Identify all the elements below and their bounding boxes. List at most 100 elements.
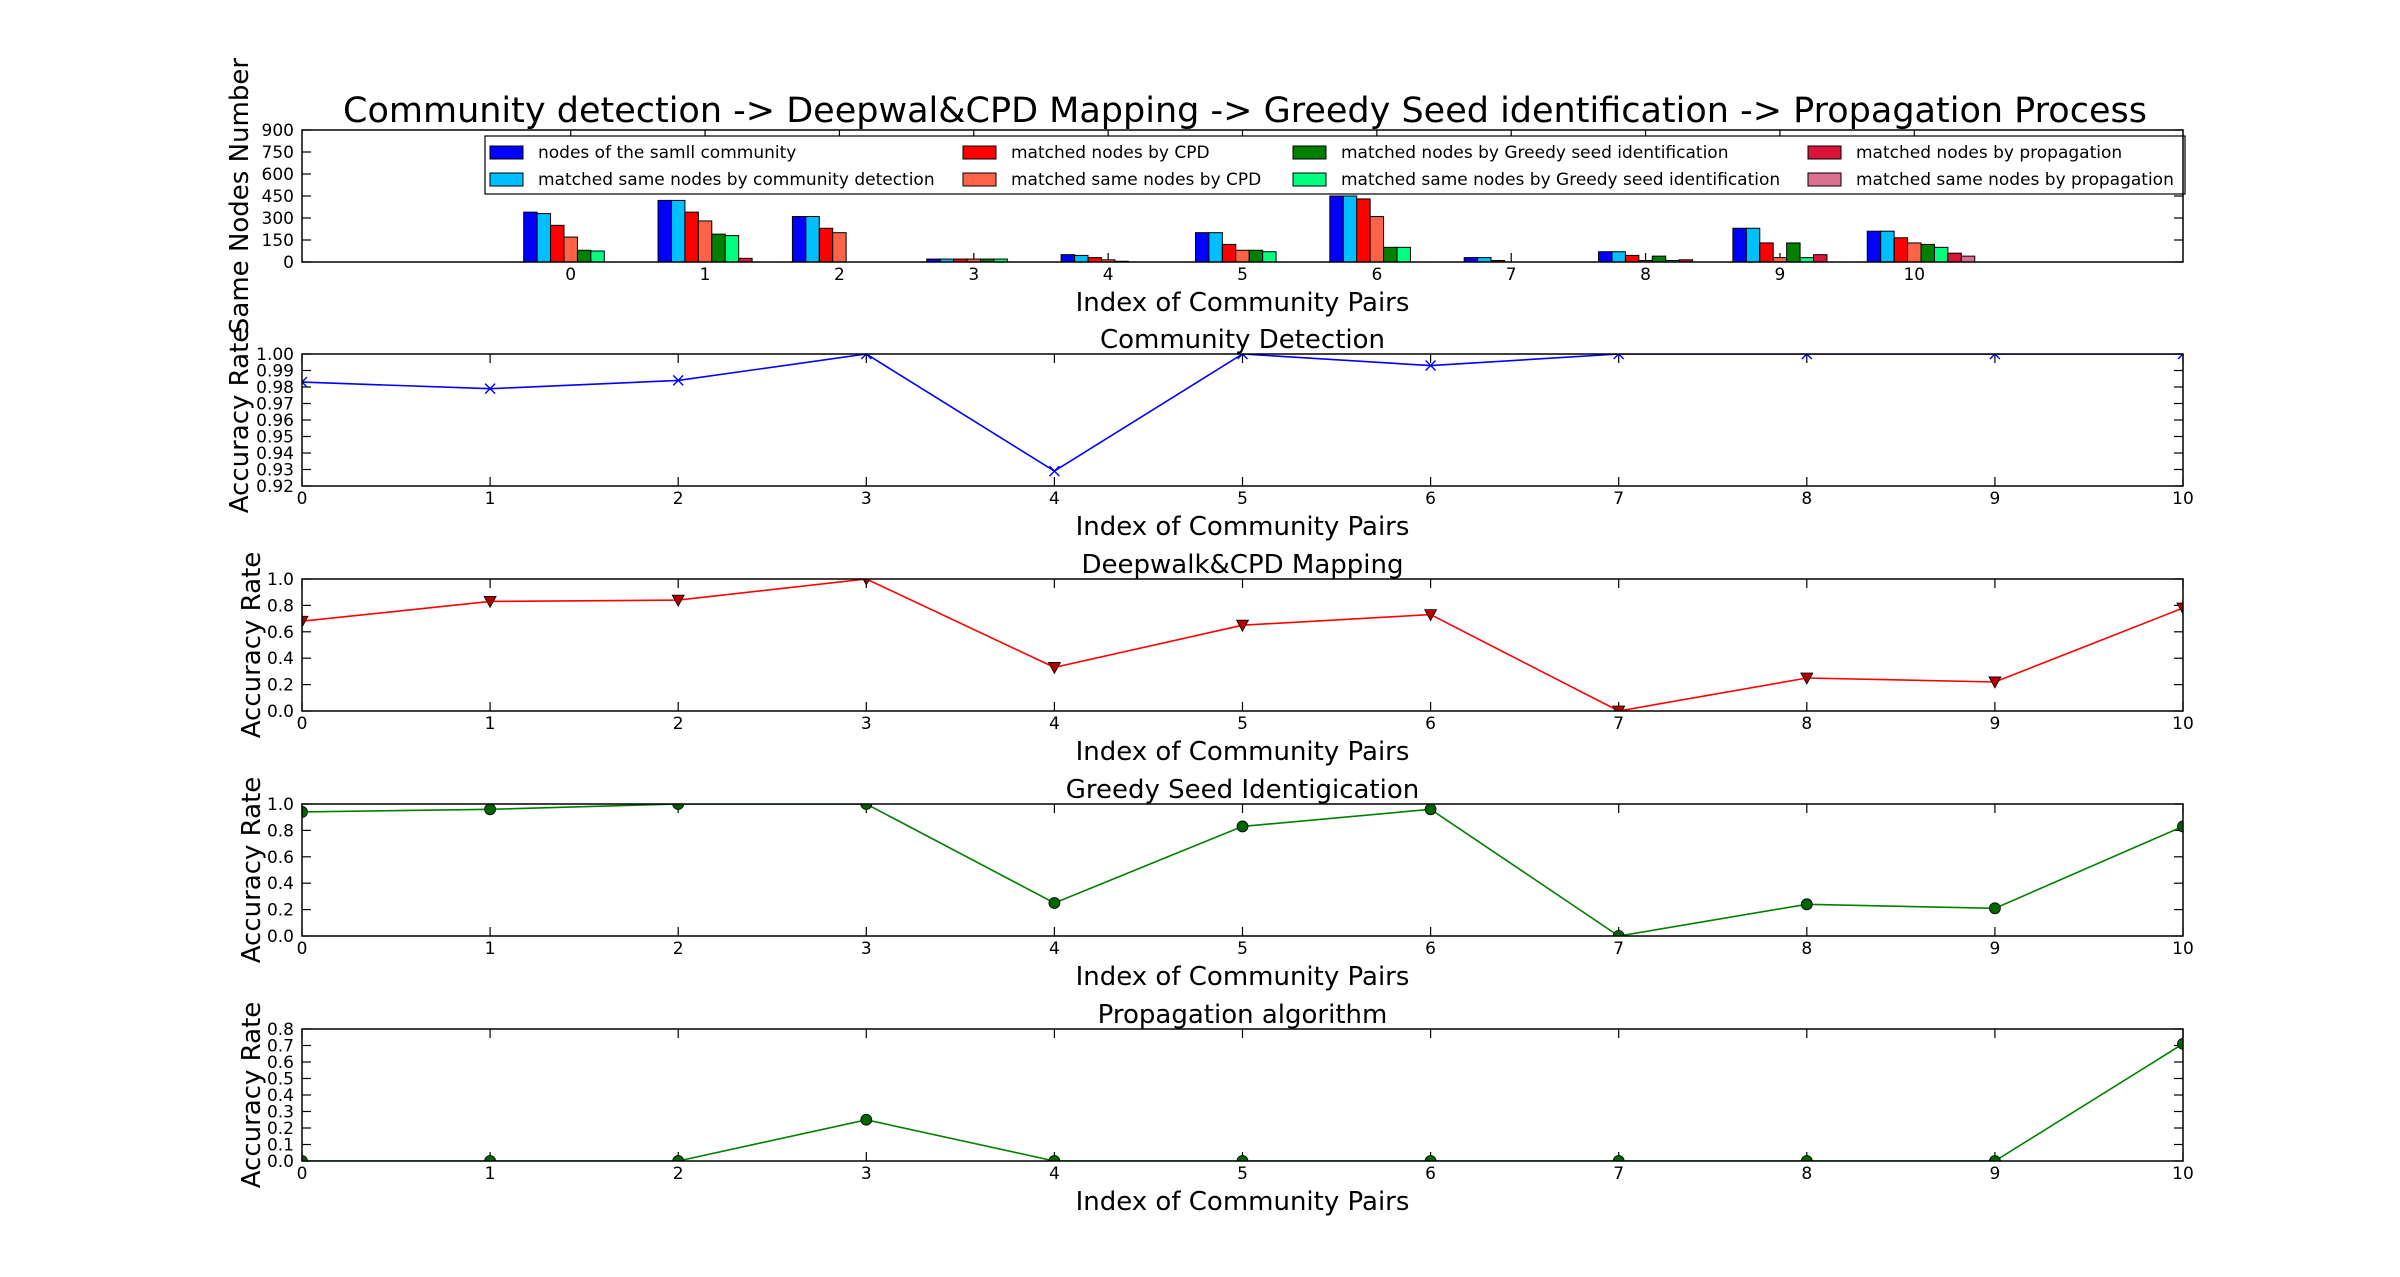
- y-tick-label: 0.8: [267, 1020, 294, 1040]
- x-tick-label: 9: [1989, 714, 2000, 734]
- x-tick-label: 1: [700, 265, 711, 285]
- y-tick-label: 0.2: [267, 1119, 294, 1139]
- data-point: [1800, 672, 1814, 685]
- x-tick-label: 6: [1425, 1164, 1436, 1184]
- bar: [1074, 254, 1089, 263]
- x-tick-label: 5: [1237, 939, 1248, 959]
- bar: [576, 249, 592, 263]
- y-tick-label: 900: [262, 121, 294, 141]
- x-tick-label: 5: [1237, 489, 1248, 509]
- x-tick-label: 0: [297, 714, 308, 734]
- legend-swatch: [962, 172, 997, 187]
- x-tick-label: 3: [861, 939, 872, 959]
- data-point: [302, 806, 308, 818]
- y-tick-label: 0.95: [256, 428, 294, 448]
- legend-label: matched nodes by Greedy seed identificat…: [1341, 143, 1728, 163]
- bar: [1383, 246, 1398, 263]
- data-point: [1989, 354, 2001, 360]
- data-point: [1801, 354, 1813, 360]
- x-axis-label: Index of Community Pairs: [1076, 962, 1410, 992]
- subplot-1: 0.920.930.940.950.960.970.980.991.00 0 1 2 3…: [225, 325, 2194, 542]
- legend-swatch: [1292, 145, 1327, 160]
- y-tick-label: 0.2: [267, 901, 294, 921]
- bar: [1947, 252, 1962, 263]
- y-tick-label: 0.6: [267, 1053, 294, 1073]
- bar: [1759, 242, 1774, 263]
- legend-label: matched same nodes by Greedy seed identi…: [1341, 170, 1780, 190]
- legend-label: matched same nodes by community detectio…: [538, 170, 935, 190]
- bar: [1396, 246, 1411, 263]
- legend-swatch: [1292, 172, 1327, 187]
- x-tick-label: 7: [1613, 714, 1624, 734]
- y-axis-label: Accuracy Rate: [237, 1002, 267, 1189]
- x-axis-label: Index of Community Pairs: [1076, 288, 1410, 318]
- series-group: [302, 1037, 2183, 1161]
- y-tick-label: 0.4: [267, 1086, 294, 1106]
- legend-swatch: [1807, 145, 1842, 160]
- bar: [1960, 255, 1976, 263]
- subplot-title: Greedy Seed Identigication: [1066, 775, 1420, 805]
- y-tick-label: 0.4: [267, 874, 294, 894]
- figure-suptitle: Community detection -> Deepwal&CPD Mappi…: [343, 91, 2147, 131]
- x-tick-label: 0: [297, 1164, 308, 1184]
- data-point: [1048, 465, 1060, 477]
- x-tick-label: 10: [2172, 1164, 2194, 1184]
- y-tick-label: 0: [283, 253, 294, 273]
- x-tick-label: 6: [1371, 265, 1382, 285]
- data-point: [1424, 1155, 1437, 1161]
- x-tick-label: 1: [485, 714, 496, 734]
- data-point: [672, 1155, 685, 1161]
- x-tick-label: 9: [1775, 265, 1786, 285]
- data-point: [1424, 804, 1437, 816]
- legend: nodes of the samll community matched same…: [484, 135, 2186, 195]
- x-tick-label: 7: [1613, 1164, 1624, 1184]
- x-tick-label: 8: [1801, 1164, 1812, 1184]
- subplot-4: 0.00.10.20.30.40.50.60.70.8 0 1 2 3 4 5 6 7 8 9 10 P…: [237, 1000, 2194, 1217]
- bar: [724, 235, 740, 263]
- x-tick-label: 7: [1613, 939, 1624, 959]
- bar: [550, 224, 565, 263]
- bar: [563, 236, 578, 263]
- y-tick-label: 0.99: [256, 362, 294, 382]
- bar: [1221, 243, 1237, 263]
- x-tick-label: 4: [1049, 1164, 1060, 1184]
- data-point: [1800, 898, 1813, 911]
- bar: [523, 211, 538, 263]
- y-tick-label: 0.2: [267, 676, 294, 696]
- legend-label: matched same nodes by propagation: [1856, 170, 2174, 190]
- x-tick-label: 0: [297, 489, 308, 509]
- y-tick-label: 0.7: [267, 1037, 294, 1057]
- series-group: [302, 804, 2183, 936]
- x-tick-label: 8: [1801, 489, 1812, 509]
- axes-frame: [301, 803, 2184, 937]
- y-tick-label: 0.97: [256, 395, 294, 415]
- y-tick-label: 0.98: [256, 378, 294, 398]
- x-tick-label: 8: [1640, 265, 1651, 285]
- bar: [1732, 227, 1747, 263]
- data-point: [2177, 820, 2183, 833]
- bar: [1060, 254, 1076, 263]
- bar: [818, 227, 834, 263]
- data-point: [2177, 354, 2183, 360]
- data-point: [1612, 1155, 1625, 1161]
- bar: [590, 250, 605, 263]
- y-tick-label: 0.92: [256, 477, 294, 497]
- data-point: [672, 804, 685, 810]
- data-point: [302, 615, 309, 629]
- x-tick-label: 5: [1237, 1164, 1248, 1184]
- y-axis-label: Same Nodes Number: [225, 58, 255, 334]
- data-point: [302, 1155, 308, 1161]
- bar: [805, 216, 820, 263]
- bar: [1933, 246, 1949, 263]
- data-point: [1612, 705, 1626, 711]
- y-tick-label: 0.4: [267, 649, 294, 669]
- data-point: [671, 594, 685, 607]
- y-tick-label: 1.0: [267, 795, 294, 815]
- x-tick-label: 4: [1049, 714, 1060, 734]
- subplot-2: 0.0 0.2 0.4 0.6 0.8 1.0 0 1 2 3 4 5 6 7 8 9 10 Deepwalk&C…: [237, 550, 2194, 767]
- bar: [1194, 232, 1210, 263]
- bar: [1208, 232, 1223, 263]
- x-tick-label: 3: [861, 714, 872, 734]
- y-tick-label: 0.3: [267, 1103, 294, 1123]
